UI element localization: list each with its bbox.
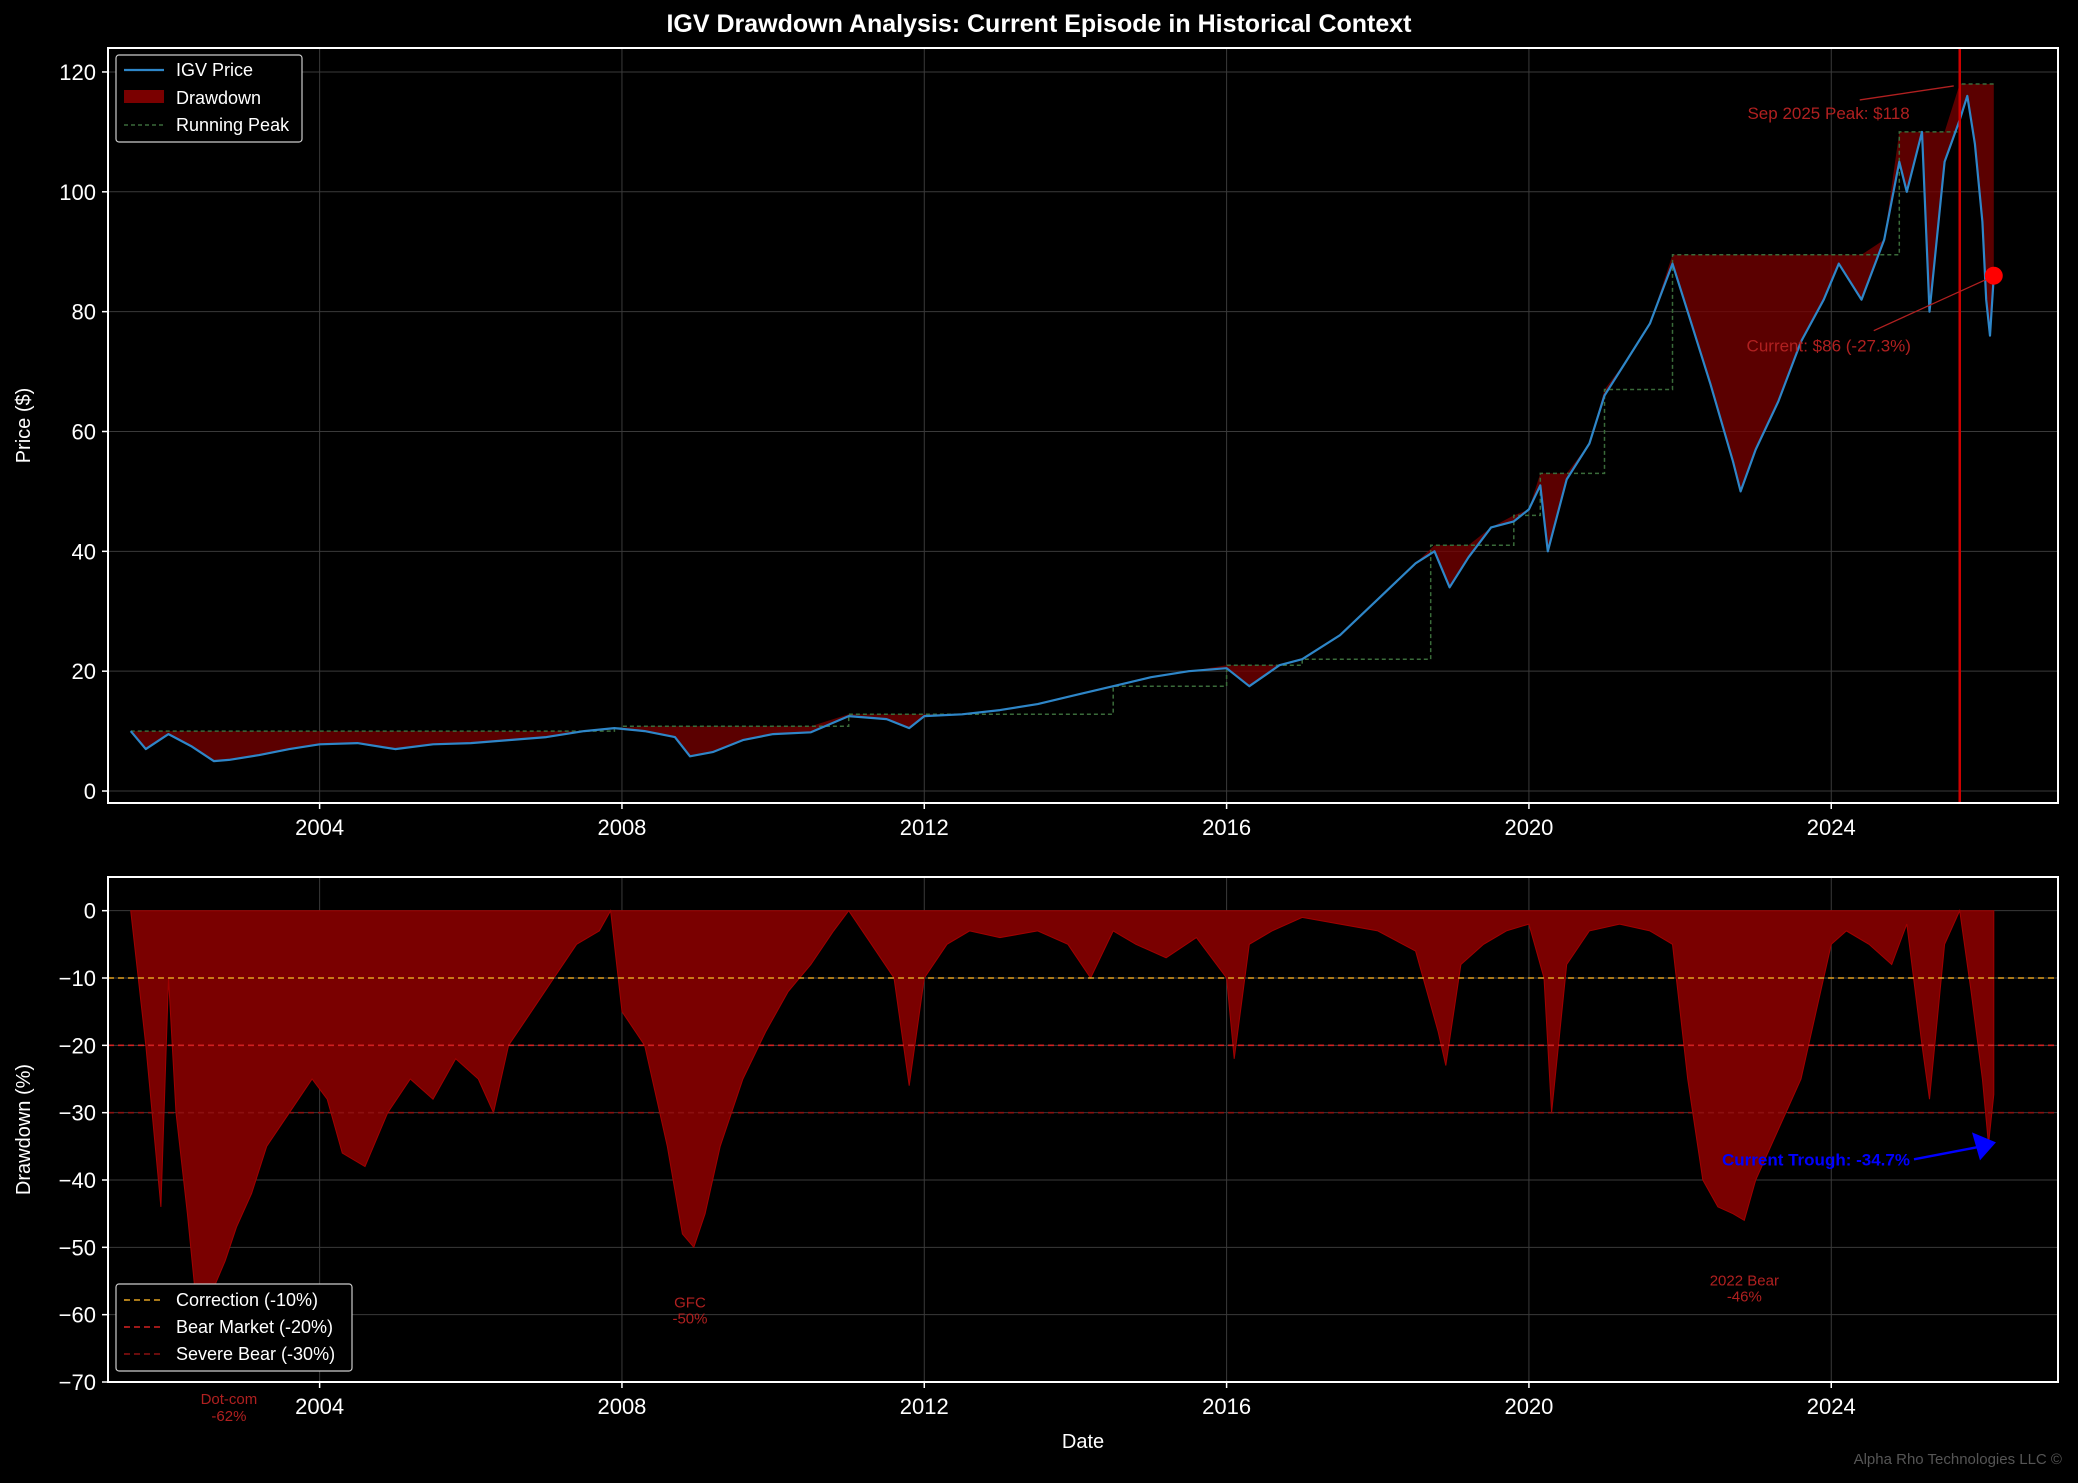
price-x-tick-label: 2016 xyxy=(1202,815,1251,840)
trough-arrow xyxy=(1913,1145,1983,1161)
drawdown-y-tick-label: −70 xyxy=(59,1370,96,1395)
drawdown-annotations: Current Trough: -34.7% Dot-com -62% GFC … xyxy=(201,1150,1910,1425)
price-y-tick-label: 40 xyxy=(72,539,96,564)
igv-price-line xyxy=(129,94,1995,763)
drawdown-area-shape xyxy=(130,908,1995,1329)
price-panel-frame xyxy=(107,47,2059,804)
drawdown-x-tick-label: 2024 xyxy=(1807,1394,1856,1419)
price-y-tick-label: 100 xyxy=(59,180,96,205)
price-legend: IGV Price Drawdown Running Peak xyxy=(115,54,303,143)
price-x-tick-label: 2024 xyxy=(1807,815,1856,840)
gfc-value: -50% xyxy=(672,1310,707,1327)
drawdown-legend: Correction (-10%) Bear Market (-20%) Sever… xyxy=(115,1283,353,1372)
current-trough-annotation: Current Trough: -34.7% xyxy=(1722,1150,1910,1169)
sep-peak-arrow xyxy=(1859,85,1954,101)
price-y-tick-label: 20 xyxy=(72,659,96,684)
price-x-tick-label: 2020 xyxy=(1504,815,1553,840)
drawdown-x-tick-label: 2012 xyxy=(900,1394,949,1419)
trough-arrowhead xyxy=(1971,1132,1996,1161)
bear-2022-value: -46% xyxy=(1727,1288,1762,1305)
price-x-tick-label: 2012 xyxy=(900,815,949,840)
price-y-tick-label: 120 xyxy=(59,60,96,85)
price-drawdown-region xyxy=(130,84,1994,762)
current-price-dot xyxy=(1984,266,2003,285)
drawdown-legend-entry: Bear Market (-20%) xyxy=(176,1317,333,1337)
drawdown-y-tick-label: −60 xyxy=(59,1303,96,1328)
price-drawdown-fill xyxy=(130,84,1994,762)
gfc-label: GFC xyxy=(674,1294,706,1311)
price-y-tick-label: 0 xyxy=(84,779,96,804)
drawdown-x-tick-label: 2016 xyxy=(1202,1394,1251,1419)
drawdown-y-tick-label: 0 xyxy=(84,899,96,924)
price-panel-lines xyxy=(129,48,2003,803)
price-x-tick-label: 2008 xyxy=(597,815,646,840)
price-legend-entry: IGV Price xyxy=(176,60,253,80)
price-y-tick-label: 80 xyxy=(72,300,96,325)
drawdown-y-tick-label: −50 xyxy=(59,1235,96,1260)
price-y-tick-label: 60 xyxy=(72,419,96,444)
price-panel-axes: 0 20 40 60 80 100 120 2004 2008 2012 2016 2020 2024 xyxy=(59,60,1855,840)
price-legend-box xyxy=(115,54,303,143)
bear-2022-label: 2022 Bear xyxy=(1710,1272,1779,1289)
sep-peak-annotation: Sep 2025 Peak: $118 xyxy=(1747,104,1909,123)
drawdown-x-tick-label: 2004 xyxy=(295,1394,344,1419)
drawdown-y-tick-label: −40 xyxy=(59,1168,96,1193)
legend-swatch-drawdown xyxy=(124,90,164,103)
drawdown-x-tick-label: 2020 xyxy=(1504,1394,1553,1419)
drawdown-panel-axes: 0 −10 −20 −30 −40 −50 −60 −70 2004 2008 2012 2016 20… xyxy=(59,899,1856,1419)
chart-title: IGV Drawdown Analysis: Current Episode i… xyxy=(666,10,1412,38)
price-panel-annotations: Sep 2025 Peak: $118 Current: $86 (-27.3%… xyxy=(1747,104,1911,356)
drawdown-area xyxy=(130,908,1995,1329)
drawdown-thresholds xyxy=(108,977,2058,1161)
drawdown-y-tick-label: −30 xyxy=(59,1101,96,1126)
price-legend-entry: Drawdown xyxy=(176,88,261,108)
watermark: Alpha Rho Technologies LLC © xyxy=(1854,1451,2062,1468)
drawdown-legend-box xyxy=(115,1283,353,1372)
current-price-arrow xyxy=(1873,279,1987,332)
drawdown-panel-frame xyxy=(107,876,2059,1383)
price-y-axis-label: Price ($) xyxy=(13,388,35,464)
drawdown-y-tick-label: −10 xyxy=(59,966,96,991)
drawdown-y-axis-label: Drawdown (%) xyxy=(13,1064,35,1195)
price-x-tick-label: 2004 xyxy=(295,815,344,840)
date-x-axis-label: Date xyxy=(1062,1431,1104,1453)
drawdown-y-tick-label: −20 xyxy=(59,1033,96,1058)
drawdown-legend-entry: Correction (-10%) xyxy=(176,1290,318,1310)
drawdown-legend-entry: Severe Bear (-30%) xyxy=(176,1344,335,1364)
drawdown-x-tick-label: 2008 xyxy=(597,1394,646,1419)
price-legend-entry: Running Peak xyxy=(176,115,290,135)
dotcom-label: Dot-com xyxy=(201,1391,258,1408)
dotcom-value: -62% xyxy=(211,1408,246,1425)
current-price-annotation: Current: $86 (-27.3%) xyxy=(1747,337,1911,356)
running-peak-line xyxy=(130,83,1994,732)
